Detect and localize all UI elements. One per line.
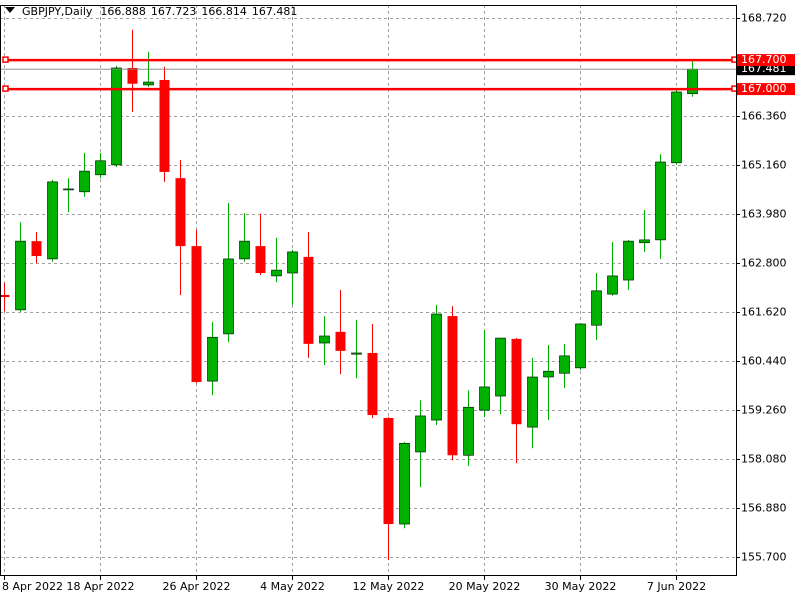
x-tick-label: 8 Apr 2022	[2, 580, 63, 593]
header-arrow	[5, 7, 15, 13]
x-tick-label: 20 May 2022	[449, 580, 521, 593]
level-label: 167.700	[741, 53, 787, 66]
level-handle	[2, 85, 9, 92]
marks	[0, 29, 738, 561]
x-tick-label: 26 Apr 2022	[162, 580, 230, 593]
y-tick-label: 158.080	[741, 453, 787, 466]
y-tick-label: 162.800	[741, 257, 787, 270]
candle-body-up	[591, 290, 602, 326]
candle-body-up	[351, 352, 362, 355]
level-label: 167.000	[741, 82, 787, 95]
candle-body-up	[575, 323, 586, 369]
last-price-box	[737, 63, 795, 76]
candle-body-up	[623, 240, 634, 281]
y-tick-label: 156.880	[741, 502, 787, 515]
candle-body-up	[111, 67, 122, 166]
candle-body-down	[0, 294, 10, 298]
candle-body-up	[63, 188, 74, 191]
candle-body-down	[335, 331, 346, 351]
level-label-box	[737, 83, 795, 96]
candle-body-up	[143, 81, 154, 86]
candle-body-down	[127, 67, 138, 84]
candle-body-down	[175, 178, 186, 247]
candle-body-down	[367, 352, 378, 416]
y-tick-label: 161.620	[741, 306, 787, 319]
header-open: 166.888	[100, 5, 146, 18]
candle-body-up	[671, 91, 682, 164]
candle-body-down	[511, 338, 522, 425]
y-tick-label: 168.720	[741, 12, 787, 25]
candle-body-up	[223, 258, 234, 335]
header-close: 167.481	[252, 5, 298, 18]
candle-body-up	[639, 239, 650, 244]
candle-body-down	[31, 241, 42, 257]
candle-body-down	[159, 79, 170, 172]
level-handle	[2, 56, 9, 63]
candle-body-up	[287, 251, 298, 274]
x-tick-label: 30 May 2022	[545, 580, 617, 593]
candle-body-up	[543, 370, 554, 378]
y-tick-label: 166.360	[741, 110, 787, 123]
candle-body-up	[607, 275, 618, 295]
x-tick-label: 4 May 2022	[260, 580, 325, 593]
header-low: 166.814	[201, 5, 247, 18]
candle-body-down	[447, 316, 458, 456]
grid	[0, 5, 736, 575]
candle-body-down	[255, 246, 266, 274]
chart-header: GBPJPY,Daily 166.888 167.723 166.814 167.481	[22, 5, 297, 18]
header-high: 167.723	[151, 5, 197, 18]
candle-body-up	[399, 442, 410, 525]
candle-body-up	[207, 336, 218, 382]
candle-body-up	[463, 406, 474, 456]
candle-body-up	[239, 240, 250, 260]
candle-body-up	[271, 269, 282, 277]
candle-body-up	[479, 386, 490, 411]
x-tick-label: 7 Jun 2022	[647, 580, 706, 593]
candle-body-up	[47, 181, 58, 260]
candle-body-up	[15, 240, 26, 311]
candle-body-up	[527, 376, 538, 428]
candle-body-down	[191, 246, 202, 382]
candle-body-up	[559, 355, 570, 374]
y-tick-label: 159.260	[741, 404, 787, 417]
candle-body-up	[79, 170, 90, 193]
y-tick-label: 155.700	[741, 551, 787, 564]
labels: 168.720 166.360 165.160 163.980 162.800 161.6…	[2, 12, 795, 593]
candle-body-down	[303, 256, 314, 344]
level-label-box	[737, 54, 795, 67]
y-tick-label: 165.160	[741, 159, 787, 172]
x-tick-label: 12 May 2022	[353, 580, 425, 593]
y-tick-label: 160.440	[741, 355, 787, 368]
candle-body-up	[495, 337, 506, 397]
candle-body-up	[415, 415, 426, 453]
symbol-title: GBPJPY,Daily	[22, 5, 93, 18]
candle-body-down	[383, 418, 394, 525]
candle-body-up	[655, 161, 666, 241]
plot-frame	[0, 5, 737, 576]
candle-body-up	[319, 335, 330, 344]
candle-body-up	[95, 160, 106, 176]
x-tick-label: 18 Apr 2022	[66, 580, 134, 593]
y-tick-label: 163.980	[741, 208, 787, 221]
candle-body-up	[431, 313, 442, 421]
